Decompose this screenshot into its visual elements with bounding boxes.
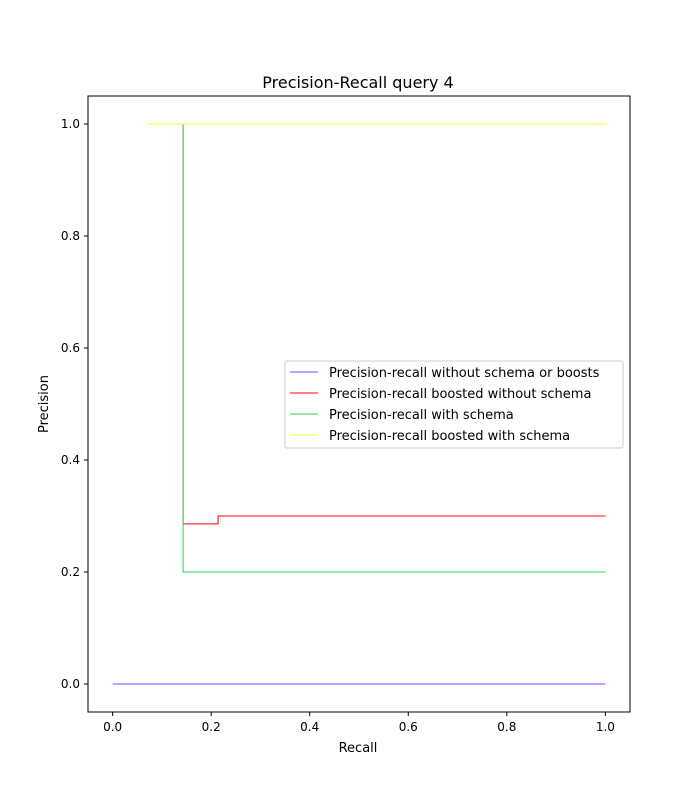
x-tick-label: 1.0 (596, 720, 615, 734)
chart-title: Precision-Recall query 4 (262, 73, 453, 92)
x-tick-label: 0.4 (300, 720, 319, 734)
x-axis: 0.0 0.2 0.4 0.6 0.8 1.0 (103, 712, 615, 734)
x-axis-label: Recall (339, 741, 378, 756)
y-axis-label: Precision (37, 375, 52, 433)
legend-entry: Precision-recall with schema (329, 408, 514, 423)
x-tick-label: 0.2 (202, 720, 221, 734)
plot-frame (87, 95, 631, 713)
x-tick-label: 0.8 (497, 720, 516, 734)
plot-area (87, 95, 631, 713)
y-axis: 0.0 0.2 0.4 0.6 0.8 1.0 (61, 117, 88, 691)
legend-entry: Precision-recall boosted without schema (329, 387, 591, 402)
series-layer (112, 123, 606, 685)
legend: Precision-recall without schema or boost… (284, 360, 624, 449)
y-tick-label: 1.0 (61, 117, 80, 131)
y-tick-label: 0.2 (61, 565, 80, 579)
y-tick-label: 0.8 (61, 229, 80, 243)
legend-entry: Precision-recall boosted with schema (329, 429, 570, 444)
x-tick-label: 0.6 (399, 720, 418, 734)
legend-box (284, 360, 624, 449)
y-tick-label: 0.4 (61, 453, 80, 467)
y-tick-label: 0.6 (61, 341, 80, 355)
x-tick-label: 0.0 (103, 720, 122, 734)
legend-entry: Precision-recall without schema or boost… (329, 366, 600, 381)
y-tick-label: 0.0 (61, 677, 80, 691)
